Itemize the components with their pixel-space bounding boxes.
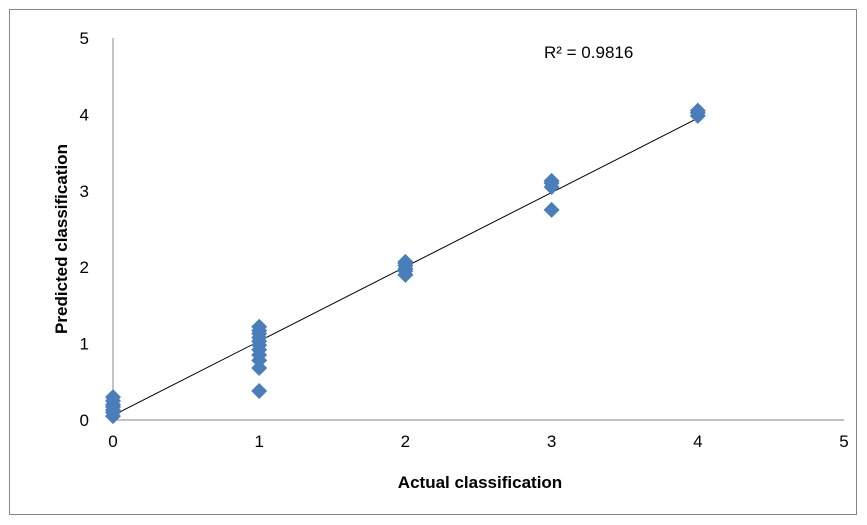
data-point — [689, 102, 706, 119]
x-tick-label: 3 — [547, 432, 556, 451]
y-tick-label: 2 — [80, 258, 89, 277]
x-tick-label: 5 — [839, 432, 848, 451]
data-points — [105, 102, 706, 425]
data-point — [251, 382, 268, 399]
axes — [112, 38, 844, 421]
scatter-chart: 0 1 2 3 4 5 0 1 2 3 4 5 R² = 0.9816 Actual classif… — [52, 29, 849, 492]
r-squared-label: R² = 0.9816 — [544, 43, 633, 62]
data-point — [543, 172, 560, 189]
y-tick-label: 4 — [80, 105, 89, 124]
x-tick-label: 1 — [254, 432, 263, 451]
x-tick-labels: 0 1 2 3 4 5 — [108, 432, 848, 451]
x-tick-label: 0 — [108, 432, 117, 451]
y-axis-title: Predicted classification — [52, 144, 71, 334]
y-tick-label: 0 — [80, 411, 89, 430]
data-point — [105, 389, 121, 406]
y-tick-label: 1 — [80, 335, 89, 354]
x-axis-title: Actual classification — [398, 473, 562, 492]
y-tick-labels: 0 1 2 3 4 5 — [80, 29, 89, 430]
chart-area: 0 1 2 3 4 5 0 1 2 3 4 5 R² = 0.9816 Actual classif… — [9, 9, 857, 515]
y-tick-label: 5 — [80, 29, 89, 48]
x-tick-label: 2 — [401, 432, 410, 451]
data-point — [543, 201, 560, 218]
x-tick-label: 4 — [693, 432, 702, 451]
data-point — [251, 318, 268, 335]
y-tick-label: 3 — [80, 182, 89, 201]
